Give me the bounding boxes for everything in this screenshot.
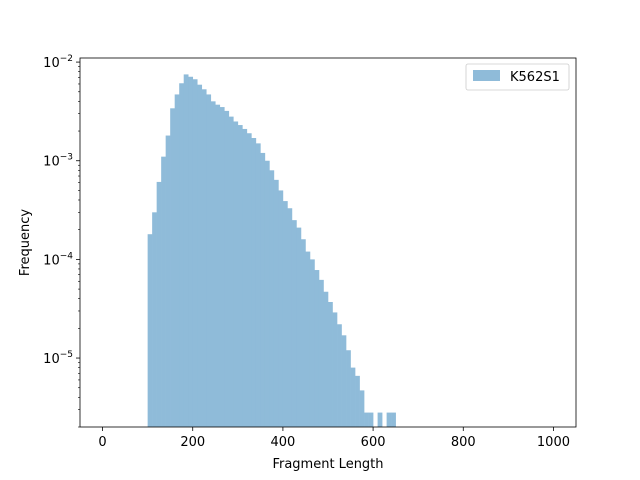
x-tick-label: 400 <box>270 435 295 450</box>
histogram-bar <box>165 135 171 427</box>
histogram-bar <box>156 181 162 427</box>
y-tick-label: 10−2 <box>43 54 73 71</box>
legend: K562S1 <box>465 63 570 91</box>
histogram-bar <box>242 128 248 428</box>
histogram-bar <box>346 350 351 427</box>
y-tick-label: 10−5 <box>43 350 73 367</box>
histogram-bar <box>350 367 356 427</box>
histogram-bar <box>161 156 166 427</box>
histogram-bar <box>233 121 239 427</box>
histogram-bar <box>192 79 198 427</box>
histogram-bar <box>309 259 315 427</box>
x-axis-label: Fragment Length <box>272 457 383 472</box>
histogram-bar <box>337 324 342 427</box>
histogram-bar <box>359 390 365 427</box>
histogram-bar <box>328 301 333 427</box>
x-tick-label: 600 <box>361 435 386 450</box>
histogram-bar <box>215 104 221 428</box>
histogram-bar <box>296 227 302 427</box>
histogram-bar <box>305 251 311 427</box>
histogram-bar <box>179 83 185 427</box>
histogram-bar <box>170 108 175 427</box>
histogram-bar <box>183 74 189 427</box>
histogram-bar <box>355 375 360 427</box>
histogram-bar <box>147 234 153 427</box>
histogram-bar <box>237 125 243 428</box>
y-tick-label: 10−3 <box>43 153 73 170</box>
x-tick-label: 0 <box>98 435 106 450</box>
histogram-bar <box>251 138 257 427</box>
histogram-bars <box>147 74 396 428</box>
plot-area-frame <box>79 57 577 428</box>
y-tick-label: 10−4 <box>43 251 73 268</box>
histogram-bar <box>287 208 293 427</box>
histogram-bar <box>282 201 288 427</box>
histogram-bar <box>269 170 275 427</box>
histogram-bar <box>197 84 203 428</box>
histogram-bar <box>255 143 261 427</box>
histogram-bar <box>260 152 266 428</box>
histogram-bar <box>341 335 347 427</box>
x-tick-label: 1000 <box>537 435 570 450</box>
histogram-bar <box>291 220 297 427</box>
histogram-bar <box>323 291 329 427</box>
histogram-bar <box>377 412 383 427</box>
legend-label: K562S1 <box>510 70 560 85</box>
histogram-bar <box>368 412 374 427</box>
histogram-bar <box>278 190 284 427</box>
histogram-bar <box>206 94 212 427</box>
histogram-bar <box>228 116 234 427</box>
x-tick-label: 800 <box>451 435 476 450</box>
x-axis: 0 200 400 600 800 1000 <box>98 427 570 450</box>
histogram-bar <box>188 76 194 428</box>
histogram-bar <box>152 212 157 427</box>
histogram-bar <box>219 107 225 427</box>
y-axis-label: Frequency <box>18 209 33 276</box>
histogram-bar <box>210 101 216 427</box>
histogram-bar <box>386 412 392 427</box>
histogram-bar <box>332 312 338 427</box>
histogram-bar <box>364 412 369 427</box>
histogram-bar <box>273 179 279 427</box>
histogram-bar <box>246 133 252 427</box>
x-tick-label: 200 <box>180 435 205 450</box>
histogram-bar <box>201 89 207 427</box>
histogram-bar <box>318 279 324 427</box>
legend-swatch <box>473 70 500 81</box>
histogram-bar <box>314 270 320 427</box>
histogram-bar <box>174 94 180 427</box>
histogram-bar <box>264 160 270 428</box>
histogram-bar <box>300 239 306 427</box>
histogram-bar <box>391 412 396 427</box>
histogram-bar <box>224 110 230 428</box>
y-axis: 10−5 10−4 10−3 10−2 <box>43 54 80 428</box>
